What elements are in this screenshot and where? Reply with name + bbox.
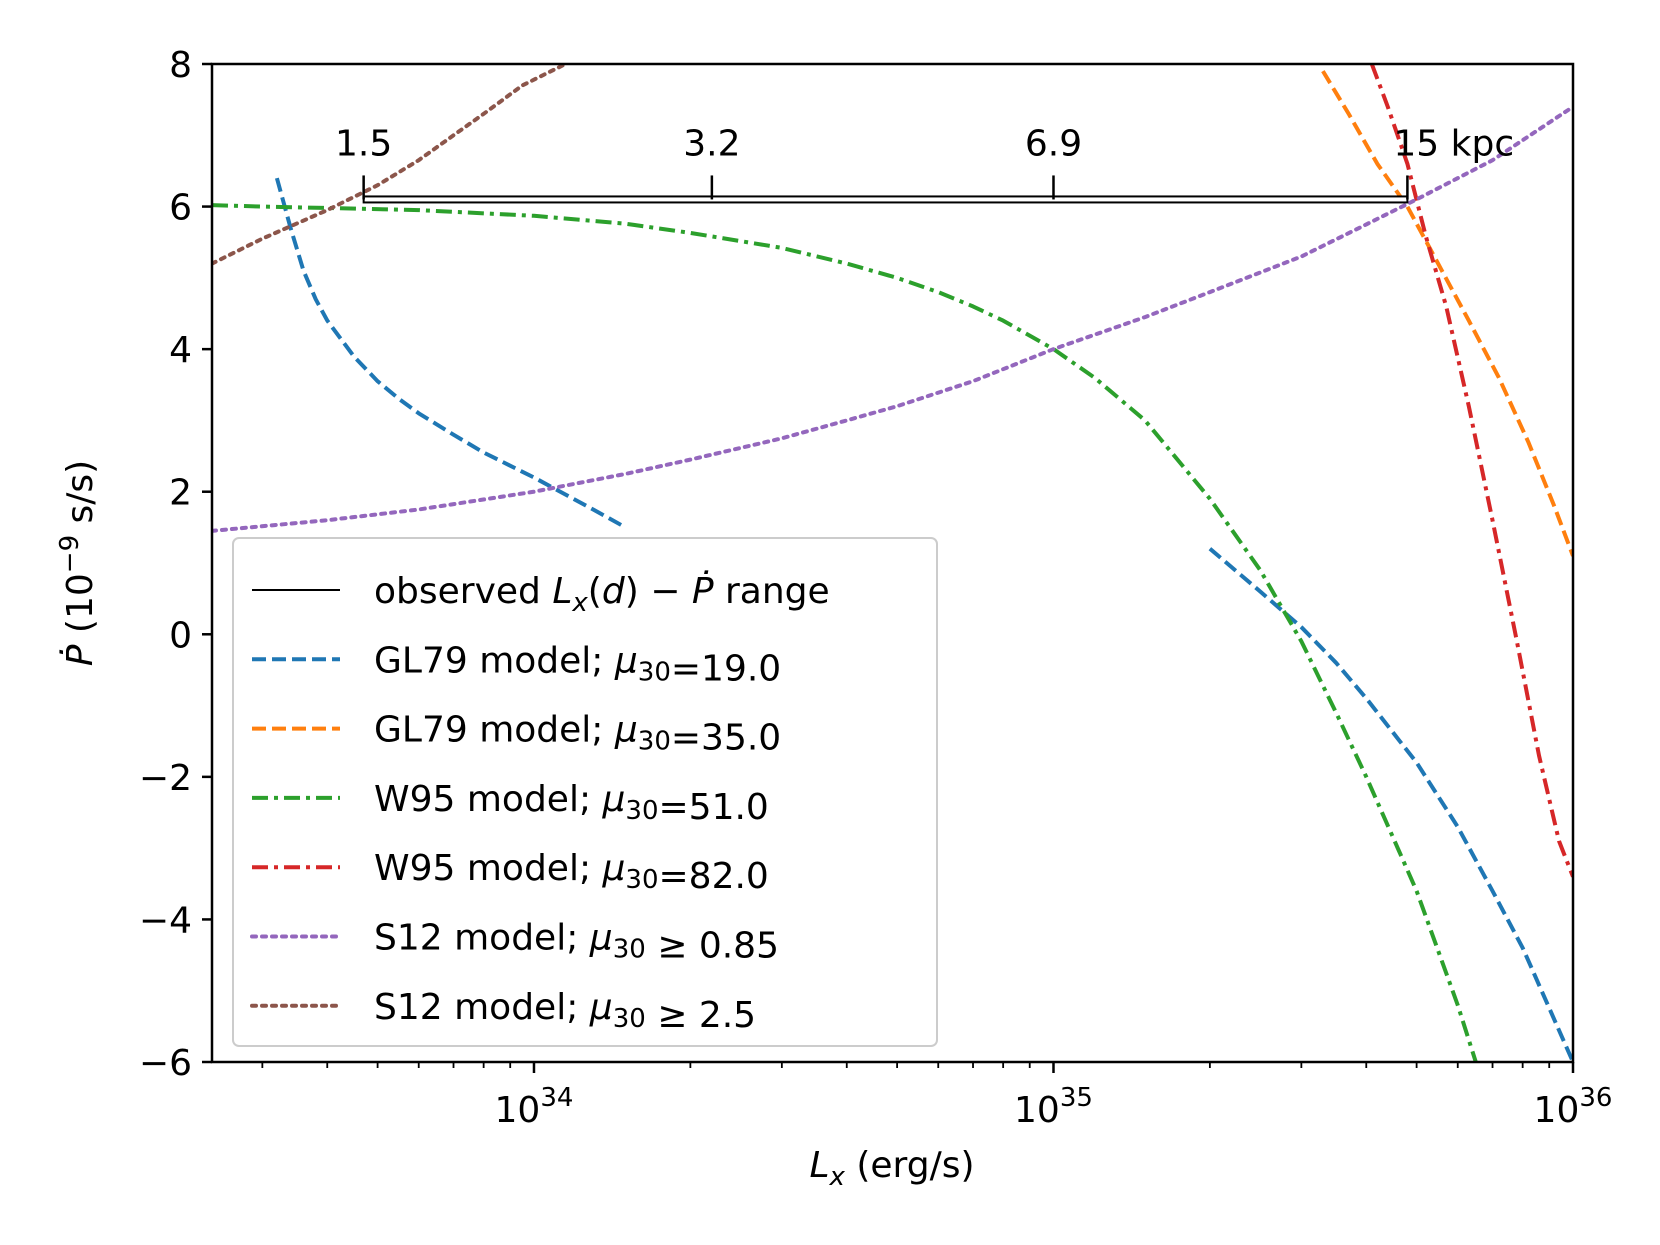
y-tick-label: 8 (169, 45, 192, 86)
distance-label: 15 kpc (1393, 123, 1514, 164)
series-line-2 (212, 203, 1478, 1062)
distance-label: 1.5 (335, 123, 392, 164)
y-tick-label: 6 (169, 188, 192, 229)
distance-label: 6.9 (1025, 123, 1082, 164)
y-tick-label: −4 (139, 900, 192, 941)
series-line-0-segment (1208, 547, 1573, 1062)
y-tick-label: 2 (169, 473, 192, 514)
series-line-0 (274, 177, 627, 530)
svg-text:Ṗ (10−9 s/s): Ṗ (10−9 s/s) (55, 460, 101, 666)
x-tick-label: 1035 (1014, 1083, 1093, 1131)
axes: 8 6 4 2 0 −2 −4 −6 1034 1035 1036 (139, 45, 1613, 1131)
y-tick-label: −2 (139, 758, 192, 799)
legend-label: S12 model; μ30 ≥ 0.85 (374, 918, 779, 967)
legend-label: GL79 model; μ30=19.0 (374, 640, 781, 689)
legend-label: W95 model; μ30=51.0 (374, 779, 769, 828)
legend-box (232, 537, 938, 1047)
x-axis-label: Lx (erg/s) (809, 1145, 974, 1192)
legend-label: observed Lx(d) − Ṗ range (374, 570, 830, 618)
x-tick-label: 1036 (1534, 1083, 1613, 1131)
y-tick-label: 0 (169, 615, 192, 656)
series-line-3 (1369, 64, 1573, 878)
plot-frame (210, 62, 1575, 1064)
x-tick-label: 1034 (495, 1083, 574, 1131)
series-line-4 (212, 104, 1573, 533)
observed-range-annotation: 1.5 3.2 6.9 15 kpc (335, 123, 1514, 204)
y-tick-label: 4 (169, 330, 192, 371)
legend-label: GL79 model; μ30=35.0 (374, 710, 781, 759)
legend-label: S12 model; μ30 ≥ 2.5 (374, 987, 756, 1036)
legend-label: W95 model; μ30=82.0 (374, 848, 769, 897)
observed-range-bar (362, 195, 1409, 204)
series-line-5 (212, 64, 568, 266)
legend: observed Lx(d) − Ṗ range GL79 model; μ30=… (232, 537, 938, 1047)
y-axis-label: Ṗ (10−9 s/s) (55, 460, 101, 666)
distance-label: 3.2 (683, 123, 740, 164)
y-tick-label: −6 (139, 1043, 192, 1084)
series-layer (212, 64, 1573, 1062)
